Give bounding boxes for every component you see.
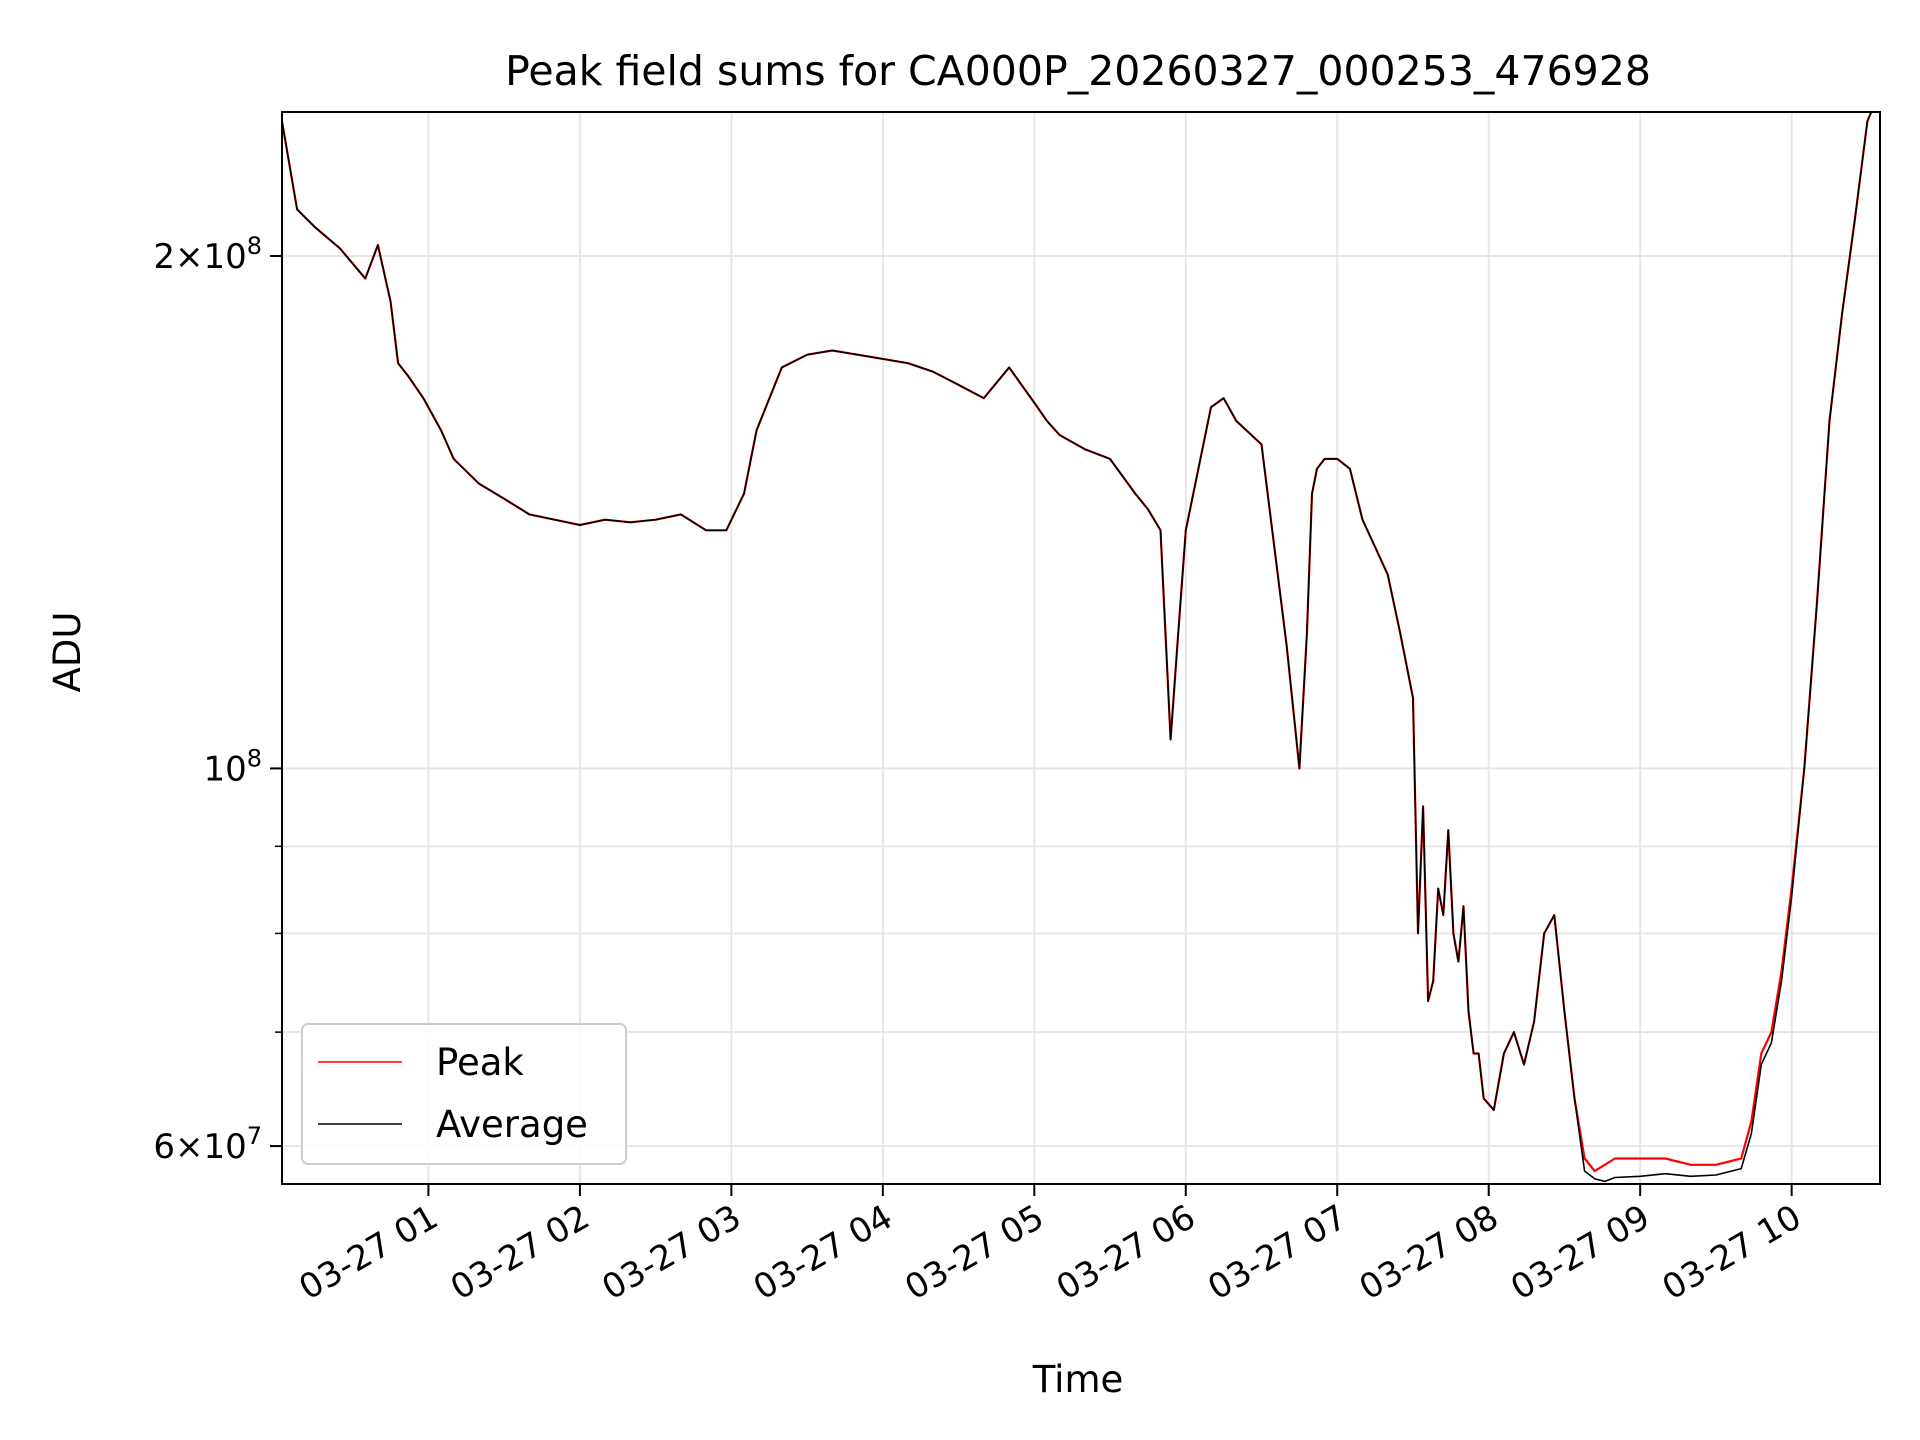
legend-box <box>301 1023 627 1165</box>
x-axis-label: Time <box>1032 1358 1124 1401</box>
legend: Peak Average <box>301 1023 627 1165</box>
y-tick-label: 2×108 <box>153 232 262 277</box>
series-line-average <box>282 112 1873 1183</box>
y-axis-label: ADU <box>46 612 89 693</box>
chart-title: Peak field sums for CA000P_20260327_0002… <box>505 47 1651 95</box>
legend-label-average: Average <box>436 1103 588 1146</box>
plot-frame <box>281 111 1881 1185</box>
series-lines <box>282 112 1873 1183</box>
y-tick-label: 6×107 <box>153 1122 262 1167</box>
legend-label-peak: Peak <box>436 1041 524 1084</box>
